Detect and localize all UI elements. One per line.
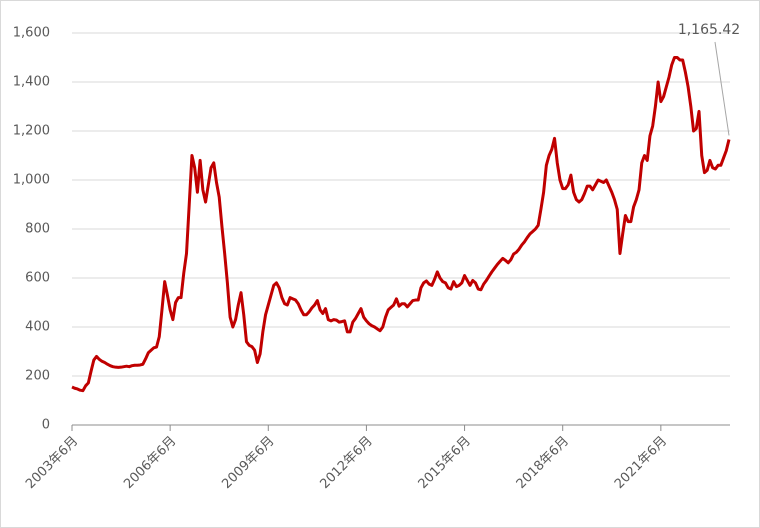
annotation: 1,165.42 — [678, 22, 740, 38]
annotation-leader — [714, 41, 730, 136]
y-tick-label: 0 — [42, 418, 50, 433]
y-tick-label: 1,200 — [13, 124, 50, 139]
y-tick-label: 1,600 — [13, 26, 50, 41]
y-tick-label: 400 — [25, 320, 50, 335]
y-tick-label: 600 — [25, 271, 50, 286]
y-tick-label: 1,000 — [13, 173, 50, 188]
y-tick-label: 1,400 — [13, 75, 50, 90]
y-tick-label: 800 — [25, 222, 50, 237]
line-series — [71, 56, 731, 393]
y-tick-label: 200 — [25, 369, 50, 384]
